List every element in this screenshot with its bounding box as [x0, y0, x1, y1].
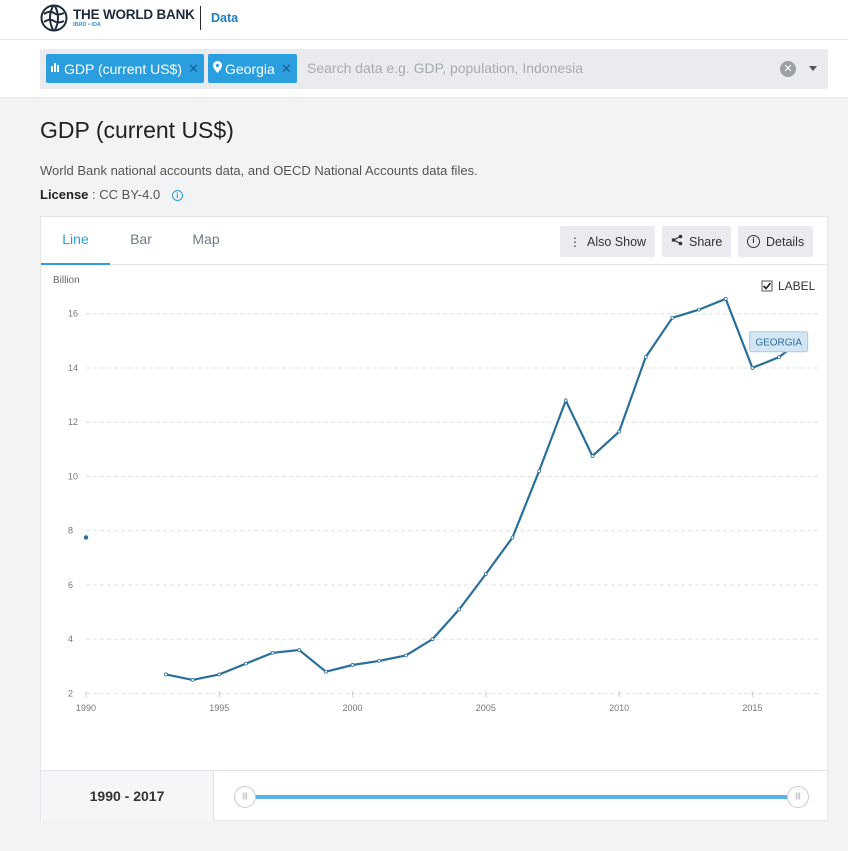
- y-tick-label: 4: [68, 634, 73, 644]
- data-point[interactable]: [83, 535, 89, 540]
- label-checkbox[interactable]: [761, 280, 773, 292]
- y-tick-label: 6: [68, 580, 73, 590]
- tab-line[interactable]: Line: [41, 217, 110, 265]
- y-tick-label: 10: [68, 471, 78, 481]
- data-point[interactable]: [777, 355, 781, 359]
- data-point[interactable]: [164, 672, 168, 677]
- data-nav-link[interactable]: Data: [211, 11, 239, 25]
- details-label: Details: [766, 234, 805, 249]
- world-bank-logo[interactable]: THE WORLD BANK IBRD • IDA: [40, 4, 195, 32]
- data-point[interactable]: [217, 672, 222, 677]
- range-start-handle[interactable]: |||: [234, 786, 256, 808]
- data-point[interactable]: [590, 454, 595, 458]
- chart-tabs: Line Bar Map ⋮ Also Show Share i Details: [41, 217, 827, 265]
- globe-logo-icon: [40, 4, 68, 32]
- license-info-icon[interactable]: i: [171, 190, 183, 201]
- indicator-tag[interactable]: GDP (current US$) ✕: [46, 54, 204, 83]
- indicator-tag-label: GDP (current US$): [64, 60, 182, 77]
- also-show-button[interactable]: ⋮ Also Show: [560, 226, 656, 257]
- info-icon: i: [747, 235, 760, 248]
- chart-panel: Line Bar Map ⋮ Also Show Share i Details…: [40, 216, 828, 821]
- data-point[interactable]: [377, 658, 382, 663]
- data-point[interactable]: [510, 535, 515, 540]
- data-point[interactable]: [297, 648, 302, 652]
- tab-bar[interactable]: Bar: [130, 231, 152, 247]
- series-line-georgia[interactable]: [165, 297, 807, 682]
- location-pin-icon: [213, 61, 222, 76]
- source-note: World Bank national accounts data, and O…: [40, 163, 478, 178]
- time-range-footer: 1990 - 2017 ||| |||: [41, 770, 827, 821]
- range-slider-track[interactable]: [245, 795, 798, 799]
- search-box[interactable]: GDP (current US$) ✕ Georgia ✕ Search dat…: [40, 49, 828, 89]
- y-tick-label: 16: [68, 309, 78, 319]
- license-value: : CC BY-4.0: [92, 187, 161, 202]
- checkmark-icon: [762, 282, 772, 290]
- data-point[interactable]: [537, 469, 542, 473]
- country-tag[interactable]: Georgia ✕: [208, 54, 297, 83]
- data-point[interactable]: [190, 677, 195, 682]
- page-title: GDP (current US$): [40, 117, 234, 143]
- remove-indicator-icon[interactable]: ✕: [188, 60, 199, 76]
- y-tick-label: 8: [68, 526, 73, 536]
- x-tick-label: 2010: [609, 703, 629, 713]
- range-end-handle[interactable]: |||: [787, 786, 809, 808]
- share-button[interactable]: Share: [662, 226, 732, 257]
- share-icon: [671, 234, 683, 249]
- data-point[interactable]: [697, 307, 701, 312]
- range-display: 1990 - 2017: [41, 771, 214, 821]
- logo-subtitle: IBRD • IDA: [73, 22, 101, 28]
- series-label-box: [749, 331, 809, 353]
- dropdown-caret-icon[interactable]: [809, 66, 817, 71]
- data-point[interactable]: [723, 296, 728, 301]
- search-input[interactable]: Search data e.g. GDP, population, Indone…: [307, 60, 584, 76]
- data-point[interactable]: [483, 572, 488, 576]
- data-point[interactable]: [403, 653, 408, 658]
- license-line: License : CC BY-4.0 i: [40, 187, 183, 202]
- also-show-label: Also Show: [587, 234, 647, 249]
- x-tick-label: 2005: [476, 703, 496, 713]
- remove-country-icon[interactable]: ✕: [280, 60, 292, 76]
- label-toggle-text: LABEL: [778, 279, 816, 293]
- x-tick-label: 2000: [343, 703, 363, 713]
- data-point[interactable]: [750, 366, 755, 370]
- logo-title: THE WORLD BANK: [73, 6, 195, 22]
- data-point[interactable]: [323, 669, 328, 674]
- x-tick-label: 1990: [76, 703, 96, 713]
- more-vertical-icon: ⋮: [569, 234, 581, 249]
- bar-chart-icon: [51, 62, 61, 75]
- top-header: THE WORLD BANK IBRD • IDA Data: [0, 0, 848, 40]
- data-point[interactable]: [270, 650, 275, 655]
- header-divider: [200, 6, 201, 30]
- clear-search-icon[interactable]: ✕: [780, 61, 796, 77]
- y-tick-label: 12: [68, 417, 78, 427]
- data-point[interactable]: [430, 637, 435, 642]
- label-toggle[interactable]: LABEL: [761, 279, 816, 293]
- tab-map[interactable]: Map: [192, 231, 220, 247]
- data-point[interactable]: [457, 607, 462, 612]
- y-axis-unit: Billion: [53, 275, 80, 286]
- y-tick-label: 2: [68, 688, 73, 698]
- country-tag-label: Georgia: [225, 60, 275, 77]
- data-point[interactable]: [350, 663, 355, 667]
- search-band: GDP (current US$) ✕ Georgia ✕ Search dat…: [0, 40, 848, 98]
- data-point[interactable]: [643, 355, 648, 359]
- gdp-line-chart: Billion LABEL 2 4 6 8 10 12 14 16 1990 1995 2000 20…: [53, 275, 819, 713]
- x-tick-label: 1995: [209, 703, 229, 713]
- series-label: GEORGIA: [755, 338, 802, 349]
- license-label: License: [40, 187, 89, 202]
- details-button[interactable]: i Details: [738, 226, 814, 257]
- share-label: Share: [689, 234, 723, 249]
- data-point[interactable]: [617, 429, 621, 434]
- data-point[interactable]: [244, 661, 248, 666]
- y-tick-label: 14: [68, 363, 78, 373]
- x-tick-label: 2015: [742, 703, 762, 713]
- data-point[interactable]: [670, 315, 675, 320]
- data-point[interactable]: [563, 398, 568, 403]
